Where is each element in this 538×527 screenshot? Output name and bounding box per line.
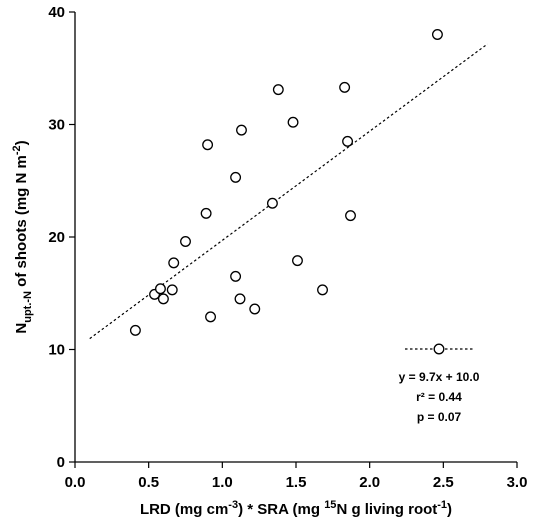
x-axis-title: LRD (mg cm-3) * SRA (mg 15N g living roo… [140,499,452,518]
data-point [292,255,303,267]
legend-equation: y = 9.7x + 10.0 [399,370,480,384]
legend-marker [433,343,445,355]
data-point [317,284,328,296]
legend-r-squared: r² = 0.44 [416,390,462,404]
x-tick-label: 2.5 [433,474,454,491]
x-tick-label: 0.0 [65,474,86,491]
data-point [249,303,261,315]
data-point [345,210,356,222]
x-tick-label: 3.0 [507,474,528,491]
y-tick-label: 30 [48,117,65,134]
y-ticks: 0 10 20 30 40 [48,4,75,471]
data-point [236,124,247,136]
data-point [129,324,141,336]
y-tick-label: 20 [48,229,65,246]
data-point [342,135,354,147]
data-point [166,284,178,296]
data-point [205,311,216,323]
x-tick-label: 1.5 [286,474,307,491]
data-point [200,207,212,219]
x-tick-label: 1.0 [212,474,233,491]
y-tick-label: 0 [57,454,65,471]
data-point [431,29,443,40]
x-tick-label: 0.5 [138,474,159,491]
data-point [272,84,284,96]
x-tick-label: 2.0 [359,474,380,491]
data-point [168,257,180,269]
data-point [287,116,299,128]
data-point [266,197,278,209]
legend-p-value: p = 0.07 [417,410,462,424]
data-point [155,283,166,295]
legend: y = 9.7x + 10.0 r² = 0.44 p = 0.07 [399,343,480,424]
data-point [180,236,191,247]
data-point [202,139,214,151]
data-points [129,29,443,336]
y-axis-title: Nupt.-N of shoots (mg N m-2) [11,140,34,333]
y-tick-label: 10 [48,342,65,359]
data-point [339,81,351,93]
data-point [157,293,169,305]
y-tick-label: 40 [48,4,65,21]
data-point [234,293,246,305]
data-point [230,270,242,282]
data-point [230,171,242,183]
x-ticks: 0.0 0.5 1.0 1.5 2.0 2.5 3.0 [65,462,528,491]
